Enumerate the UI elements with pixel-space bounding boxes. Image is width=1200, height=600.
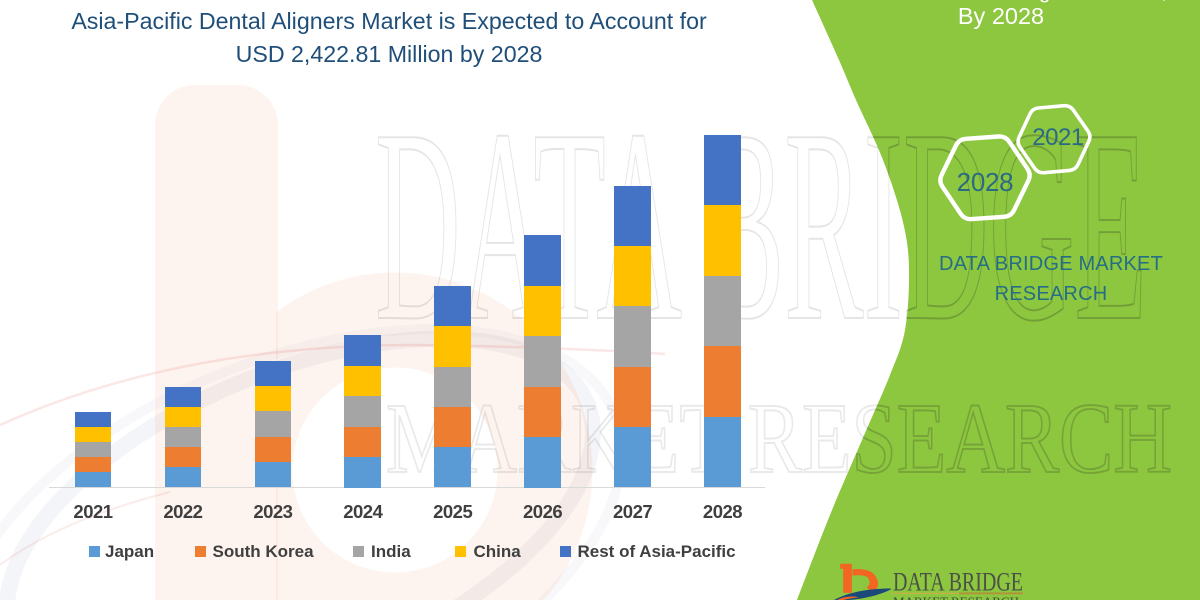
svg-text:DATA BRIDGE: DATA BRIDGE bbox=[893, 568, 1023, 597]
svg-text:MARKET RESEARCH: MARKET RESEARCH bbox=[386, 382, 1172, 494]
svg-text:DATA BRIDGE: DATA BRIDGE bbox=[375, 72, 1147, 378]
svg-text:MARKET RESEARCH: MARKET RESEARCH bbox=[893, 594, 1019, 600]
